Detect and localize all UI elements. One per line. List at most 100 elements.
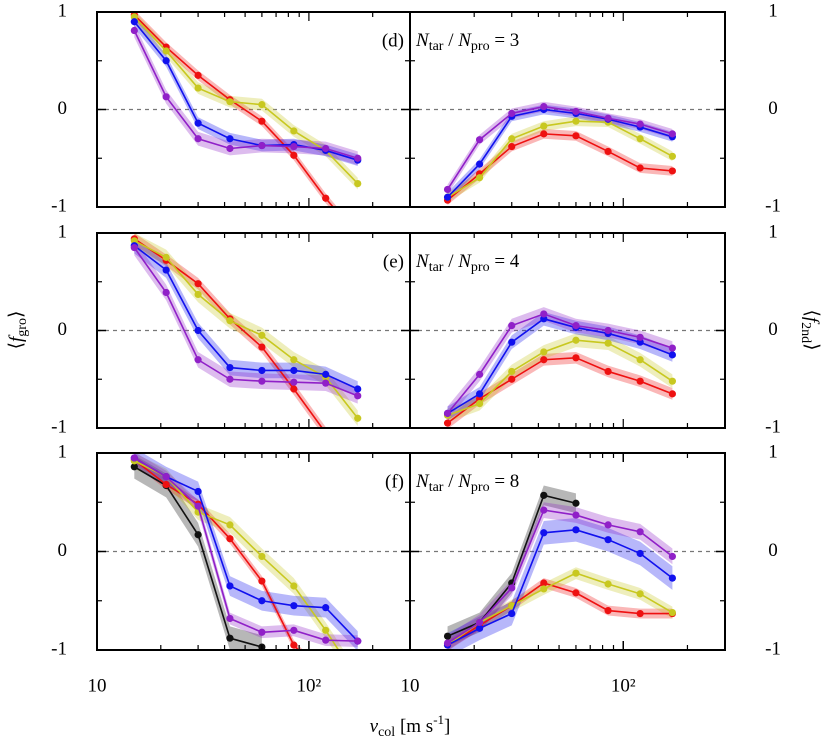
data-point <box>508 609 516 618</box>
annotation-part: / <box>443 471 458 492</box>
data-point <box>540 130 548 138</box>
data-point <box>636 377 644 385</box>
data-point <box>604 367 612 376</box>
data-point <box>604 339 612 347</box>
data-point <box>162 253 170 261</box>
series-line <box>446 105 673 190</box>
x-axis-label-part: -1 <box>433 712 444 727</box>
annotation-part: = 4 <box>490 251 520 272</box>
data-point <box>226 582 234 590</box>
data-point <box>354 676 361 683</box>
error-band <box>447 502 673 650</box>
data-point <box>572 589 580 597</box>
series-line <box>133 21 358 161</box>
y-tick-label: -1 <box>765 638 781 659</box>
series-line <box>447 356 673 424</box>
data-point <box>226 317 234 325</box>
data-point <box>194 71 202 79</box>
data-point <box>604 147 612 156</box>
data-point <box>258 366 266 375</box>
x-tick-label: 10 <box>401 675 420 696</box>
error-band <box>447 351 673 428</box>
data-point <box>290 385 298 393</box>
y-tick-label: 0 <box>768 540 778 561</box>
y-tick-label: -1 <box>765 195 781 216</box>
data-point <box>226 634 234 642</box>
data-point <box>508 322 516 330</box>
data-point <box>194 502 202 510</box>
data-point <box>636 549 644 558</box>
data-point <box>322 676 329 683</box>
annotation: Ntar / Npro = 4 <box>415 251 520 275</box>
data-point <box>636 590 644 598</box>
data-point <box>354 637 362 645</box>
data-point <box>443 193 452 201</box>
data-point <box>508 375 516 383</box>
error-band <box>134 23 358 166</box>
data-point <box>540 356 548 364</box>
data-point <box>540 529 548 537</box>
data-point <box>354 180 362 188</box>
data-point <box>508 109 516 117</box>
series-line <box>447 582 673 646</box>
series-line <box>133 245 359 390</box>
data-point <box>226 363 234 372</box>
annotation-part: N <box>457 471 472 492</box>
series-line <box>446 108 673 198</box>
series-line <box>447 572 673 646</box>
annotation-part: tar <box>429 480 444 495</box>
data-point <box>604 521 612 529</box>
annotation-part: pro <box>471 260 490 275</box>
x-axis-label-part: v <box>370 716 379 737</box>
data-point <box>443 639 452 647</box>
data-point <box>162 47 170 55</box>
y-tick-label: -1 <box>51 195 67 216</box>
data-point <box>540 585 548 593</box>
data-point <box>130 26 138 35</box>
y-tick-label: -1 <box>765 416 781 437</box>
data-point <box>194 531 202 539</box>
data-point <box>508 367 516 376</box>
panel-label: (e) <box>383 251 404 272</box>
data-point <box>604 326 612 335</box>
data-point <box>226 375 234 383</box>
data-point <box>226 98 234 106</box>
data-point <box>572 511 580 519</box>
data-point <box>290 626 298 634</box>
data-point <box>290 356 298 364</box>
error-band <box>134 12 358 190</box>
data-point <box>162 480 170 489</box>
annotation-part: N <box>457 30 472 51</box>
data-point <box>258 552 266 561</box>
data-point <box>572 322 580 330</box>
data-point <box>130 454 138 462</box>
data-point <box>226 614 234 623</box>
data-point <box>226 521 234 529</box>
error-band <box>447 129 673 206</box>
error-band <box>447 567 673 650</box>
data-point <box>475 174 484 182</box>
series-line <box>447 133 673 201</box>
y-tick-label: 1 <box>58 221 68 242</box>
error-band <box>134 453 358 648</box>
error-band <box>447 333 673 423</box>
series-line <box>446 313 673 414</box>
data-point <box>668 130 676 138</box>
y2-axis-label-part: ⟩ <box>801 343 822 350</box>
data-point <box>290 602 298 610</box>
panel-label: (f) <box>385 471 404 492</box>
data-point <box>443 632 452 640</box>
data-point <box>572 107 580 116</box>
y-axis-label-part: ⟨ <box>6 342 27 349</box>
data-point <box>258 141 266 150</box>
data-point <box>540 579 548 587</box>
series-line <box>133 457 358 642</box>
data-point <box>322 144 330 153</box>
data-point <box>258 377 266 385</box>
data-point <box>604 580 612 588</box>
panel <box>410 307 725 428</box>
data-point <box>290 582 298 590</box>
data-point <box>475 618 484 627</box>
data-point <box>354 392 362 400</box>
